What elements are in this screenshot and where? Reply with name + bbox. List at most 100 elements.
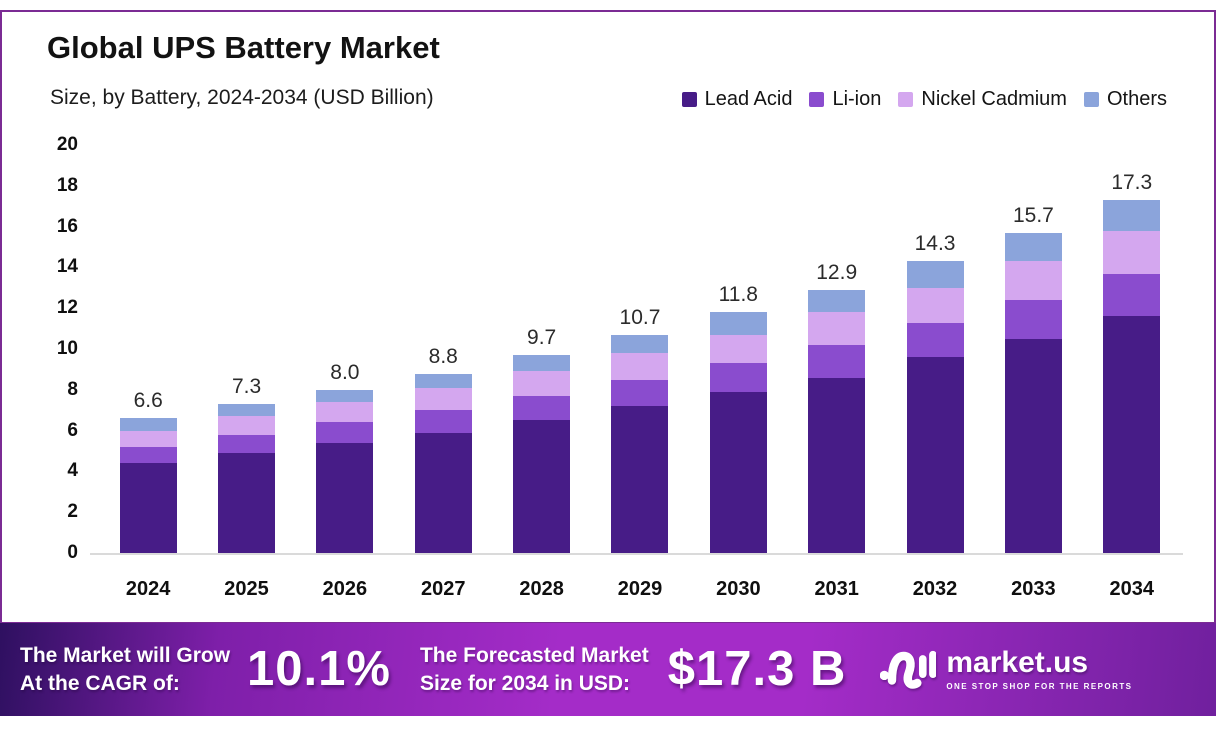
bar-column-2032: 14.3 2032 xyxy=(886,142,984,600)
bar-segment-li-ion-2032 xyxy=(906,322,964,358)
bar-segment-lead-acid-2029 xyxy=(611,406,669,553)
legend-item-li-ion: Li-ion xyxy=(809,88,881,111)
bar-column-2031: 12.9 2031 xyxy=(788,142,886,600)
cagr-label-line1: The Market will Grow xyxy=(20,644,231,668)
marketus-logo-text: market.us ONE STOP SHOP FOR THE REPORTS xyxy=(946,646,1133,692)
y-tick-label: 20 xyxy=(56,134,78,155)
bar-total-label: 6.6 xyxy=(133,389,163,413)
bar-segment-others-2027 xyxy=(414,373,472,388)
marketus-logo: market.us ONE STOP SHOP FOR THE REPORTS xyxy=(880,645,1132,694)
cagr-label-line2: At the CAGR of: xyxy=(20,671,180,695)
bar-total-label: 12.9 xyxy=(816,260,858,284)
y-tick-label: 4 xyxy=(67,460,78,482)
legend-label: Li-ion xyxy=(832,88,882,110)
bar-column-2024: 6.6 2024 xyxy=(99,142,197,600)
marketus-logo-icon xyxy=(880,650,937,689)
bar-total-label: 8.8 xyxy=(428,344,458,368)
bar-segment-lead-acid-2033 xyxy=(1004,338,1062,553)
bar-segment-nickel-cadmium-2032 xyxy=(906,287,964,323)
bar-segment-li-ion-2027 xyxy=(414,410,472,433)
y-tick-label: 14 xyxy=(56,256,78,278)
legend-label: Others xyxy=(1106,88,1167,110)
bar-segment-nickel-cadmium-2034 xyxy=(1103,230,1161,274)
cagr-value: 10.1% xyxy=(247,642,391,696)
bar-total-label: 15.7 xyxy=(1012,203,1054,227)
x-tick-label: 2026 xyxy=(322,578,368,600)
y-tick-label: 12 xyxy=(56,297,78,319)
bar-segment-others-2030 xyxy=(709,312,767,335)
plot-area: 6.6 2024 7.3 2025 8.0 2026 8.8 2027 9.7 2028 10.7 2… xyxy=(99,142,1181,600)
chart-title: Global UPS Battery Market xyxy=(47,30,440,65)
bar-segment-nickel-cadmium-2024 xyxy=(119,430,177,447)
bar-segment-li-ion-2024 xyxy=(119,446,177,464)
bar-segment-nickel-cadmium-2029 xyxy=(611,353,669,380)
y-axis: 0 2 4 6 8 10 12 14 16 18 20 xyxy=(30,0,78,620)
x-tick-label: 2024 xyxy=(125,578,171,600)
bar-segment-others-2032 xyxy=(906,261,964,288)
bar-segment-others-2025 xyxy=(218,404,276,417)
bar-segment-lead-acid-2027 xyxy=(414,432,472,553)
x-tick-label: 2030 xyxy=(716,578,761,600)
bar-segment-others-2026 xyxy=(316,389,374,403)
bar-total-label: 17.3 xyxy=(1111,171,1153,195)
cagr-label: The Market will Grow At the CAGR of: xyxy=(20,642,230,697)
legend-label: Lead Acid xyxy=(704,88,793,110)
marketus-logo-name: market.us xyxy=(946,646,1089,679)
bar-segment-lead-acid-2028 xyxy=(513,420,571,553)
bar-total-label: 7.3 xyxy=(231,375,262,399)
bar-segment-li-ion-2029 xyxy=(611,379,669,407)
bar-segment-nickel-cadmium-2026 xyxy=(316,402,374,423)
bar-segment-li-ion-2028 xyxy=(513,395,571,421)
y-tick-label: 6 xyxy=(67,419,78,441)
y-tick-label: 2 xyxy=(67,501,78,523)
bar-segment-lead-acid-2026 xyxy=(316,442,374,553)
y-tick-label: 18 xyxy=(56,174,78,196)
bar-total-label: 8.0 xyxy=(330,360,360,384)
x-tick-label: 2027 xyxy=(421,578,466,600)
x-axis-baseline xyxy=(90,553,1183,555)
legend-item-others: Others xyxy=(1083,88,1167,111)
x-tick-label: 2029 xyxy=(617,578,663,600)
bar-segment-lead-acid-2024 xyxy=(119,463,177,553)
bar-segment-nickel-cadmium-2028 xyxy=(513,371,571,396)
bar-segment-others-2033 xyxy=(1004,232,1062,262)
y-tick-label: 0 xyxy=(67,542,78,563)
bar-segment-nickel-cadmium-2033 xyxy=(1004,261,1062,301)
bar-segment-others-2028 xyxy=(513,355,571,372)
legend: Lead Acid Li-ion Nickel Cadmium Others xyxy=(681,88,1167,111)
legend-item-lead-acid: Lead Acid xyxy=(681,88,793,111)
y-tick-label: 8 xyxy=(67,378,78,400)
bar-segment-li-ion-2025 xyxy=(218,434,276,454)
y-tick-label: 16 xyxy=(56,215,78,237)
bar-segment-others-2031 xyxy=(808,289,866,313)
bar-segment-li-ion-2033 xyxy=(1004,300,1062,339)
bar-segment-nickel-cadmium-2025 xyxy=(218,416,276,435)
bar-segment-lead-acid-2030 xyxy=(709,391,767,553)
bar-total-label: 14.3 xyxy=(914,232,956,256)
bar-column-2033: 15.7 2033 xyxy=(984,142,1082,600)
bar-column-2030: 11.8 2030 xyxy=(689,142,787,600)
bar-segment-others-2029 xyxy=(611,334,669,354)
x-tick-label: 2028 xyxy=(519,578,564,600)
bar-segment-nickel-cadmium-2027 xyxy=(414,387,472,411)
bar-segment-nickel-cadmium-2031 xyxy=(808,312,866,345)
forecast-label-line1: The Forecasted Market xyxy=(419,644,649,668)
forecast-label: The Forecasted Market Size for 2034 in U… xyxy=(420,642,649,697)
bar-segment-lead-acid-2034 xyxy=(1103,316,1161,553)
bar-segment-nickel-cadmium-2030 xyxy=(709,334,767,364)
bar-total-label: 9.7 xyxy=(527,326,557,350)
marketus-logo-tagline: ONE STOP SHOP FOR THE REPORTS xyxy=(946,682,1133,691)
legend-swatch-icon xyxy=(809,92,825,107)
bar-column-2034: 17.3 2034 xyxy=(1083,142,1181,600)
bar-segment-lead-acid-2025 xyxy=(218,453,276,553)
forecast-label-line2: Size for 2034 in USD: xyxy=(419,671,631,695)
bar-segment-li-ion-2026 xyxy=(316,422,374,443)
bar-column-2027: 8.8 2027 xyxy=(394,142,492,600)
x-tick-label: 2033 xyxy=(1011,578,1056,600)
legend-swatch-icon xyxy=(898,92,914,107)
forecast-value: $17.3 B xyxy=(667,642,847,696)
bar-total-label: 10.7 xyxy=(619,305,661,329)
bar-column-2025: 7.3 2025 xyxy=(197,142,295,600)
x-tick-label: 2034 xyxy=(1109,578,1155,600)
